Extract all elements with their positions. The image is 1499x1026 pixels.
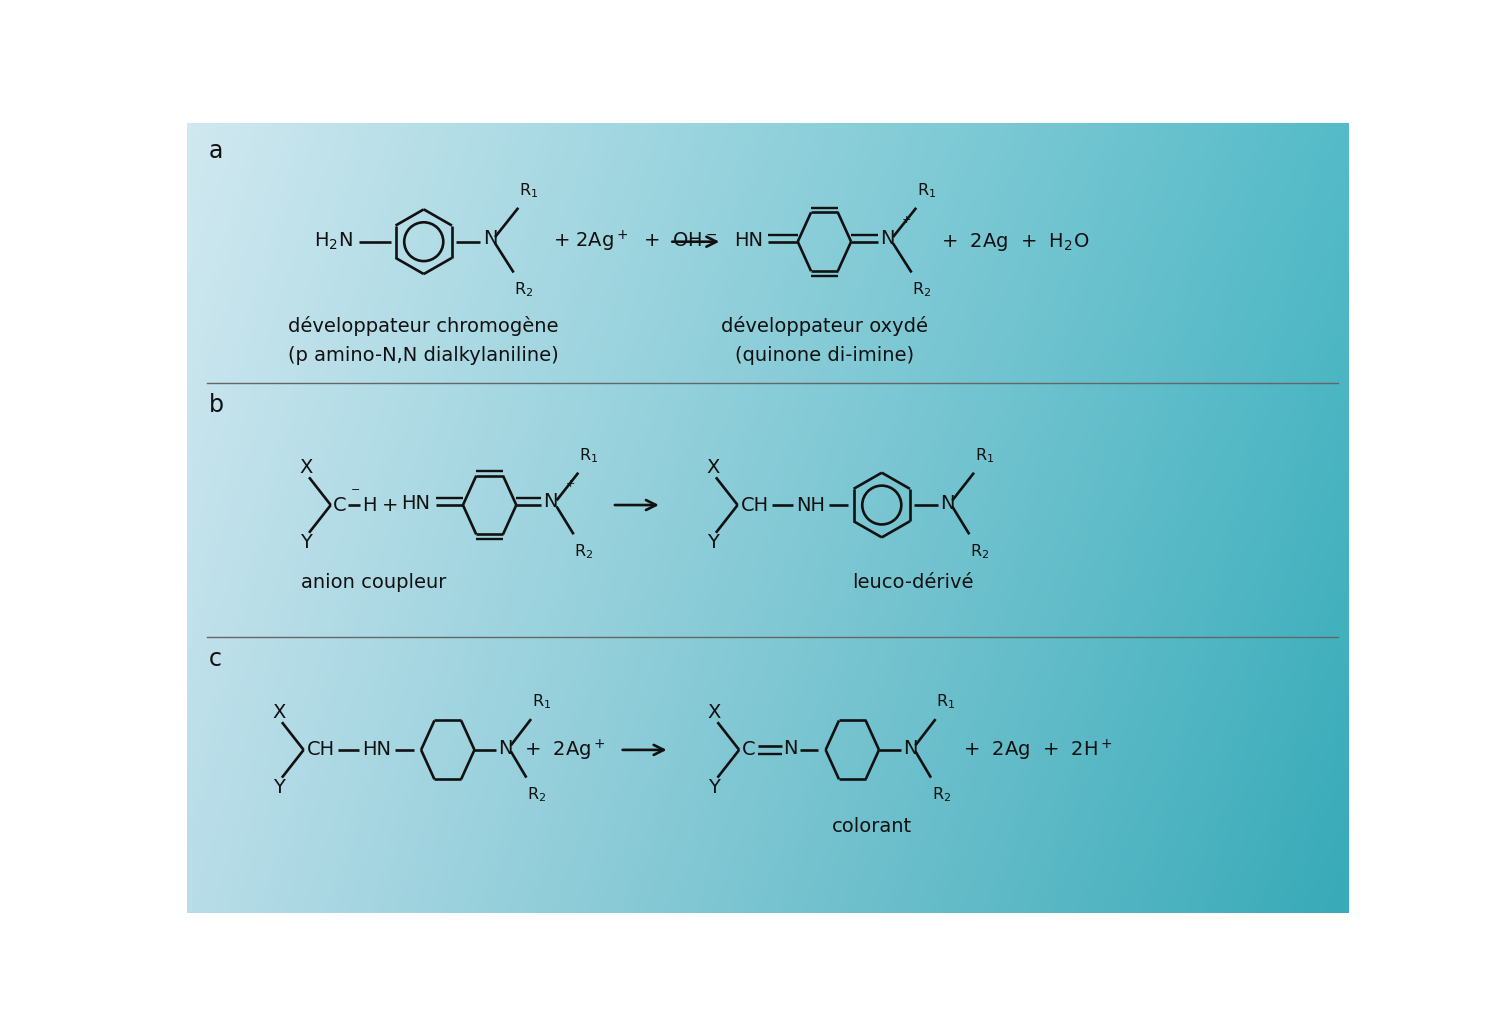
Text: X: X bbox=[273, 703, 285, 721]
Text: N: N bbox=[880, 229, 895, 248]
Text: $^+$: $^+$ bbox=[562, 479, 576, 495]
Text: N: N bbox=[940, 494, 955, 513]
Text: C: C bbox=[333, 496, 346, 515]
Text: R$_1$: R$_1$ bbox=[917, 182, 937, 200]
Text: CH: CH bbox=[741, 496, 769, 515]
Text: R$_1$: R$_1$ bbox=[519, 182, 538, 200]
Text: R$_2$: R$_2$ bbox=[574, 542, 594, 560]
Text: Y: Y bbox=[300, 534, 312, 552]
Text: R$_2$: R$_2$ bbox=[932, 785, 950, 804]
Text: R$_2$: R$_2$ bbox=[528, 785, 547, 804]
Text: +  2Ag  +  H$_2$O: + 2Ag + H$_2$O bbox=[941, 231, 1088, 252]
Text: N: N bbox=[902, 739, 917, 758]
Text: +  2Ag$^+$: + 2Ag$^+$ bbox=[525, 738, 606, 762]
Text: N: N bbox=[499, 739, 513, 758]
Text: Y: Y bbox=[273, 778, 285, 797]
Text: +  2Ag  +  2H$^+$: + 2Ag + 2H$^+$ bbox=[962, 738, 1112, 762]
Text: HN: HN bbox=[402, 494, 430, 513]
Text: $^+$: $^+$ bbox=[899, 215, 911, 231]
Text: R$_2$: R$_2$ bbox=[913, 280, 931, 299]
Text: C: C bbox=[742, 741, 755, 759]
Text: X: X bbox=[708, 703, 721, 721]
Text: HN: HN bbox=[363, 741, 391, 759]
Text: N: N bbox=[483, 229, 498, 248]
Text: (quinone di-imine): (quinone di-imine) bbox=[735, 346, 914, 365]
Text: X: X bbox=[300, 458, 313, 477]
Text: b: b bbox=[208, 393, 223, 418]
Text: X: X bbox=[706, 458, 720, 477]
Text: N: N bbox=[784, 739, 797, 758]
Text: + 2Ag$^+$  +  OH$^-$: + 2Ag$^+$ + OH$^-$ bbox=[553, 229, 718, 254]
Text: +: + bbox=[382, 496, 399, 515]
Text: développateur oxydé: développateur oxydé bbox=[721, 316, 928, 337]
Text: H: H bbox=[363, 496, 378, 515]
Text: a: a bbox=[208, 140, 223, 163]
Text: $^-$: $^-$ bbox=[348, 486, 360, 502]
Text: H$_2$N: H$_2$N bbox=[313, 231, 352, 252]
Text: c: c bbox=[208, 647, 222, 671]
Text: développateur chromogène: développateur chromogène bbox=[288, 316, 559, 337]
Text: CH: CH bbox=[307, 741, 334, 759]
Text: N: N bbox=[544, 492, 558, 511]
Text: leuco-dérivé: leuco-dérivé bbox=[851, 573, 973, 592]
Text: anion coupleur: anion coupleur bbox=[301, 573, 447, 592]
Text: R$_1$: R$_1$ bbox=[974, 446, 994, 465]
Text: R$_2$: R$_2$ bbox=[970, 542, 989, 560]
Text: R$_1$: R$_1$ bbox=[937, 693, 955, 711]
Text: R$_2$: R$_2$ bbox=[514, 280, 534, 299]
Text: (p amino-N,N dialkylaniline): (p amino-N,N dialkylaniline) bbox=[288, 346, 559, 365]
Text: R$_1$: R$_1$ bbox=[532, 693, 552, 711]
Text: colorant: colorant bbox=[832, 818, 911, 836]
Text: NH: NH bbox=[796, 496, 826, 515]
Text: Y: Y bbox=[709, 778, 721, 797]
Text: HN: HN bbox=[735, 231, 763, 249]
Text: Y: Y bbox=[708, 534, 718, 552]
Text: R$_1$: R$_1$ bbox=[579, 446, 598, 465]
